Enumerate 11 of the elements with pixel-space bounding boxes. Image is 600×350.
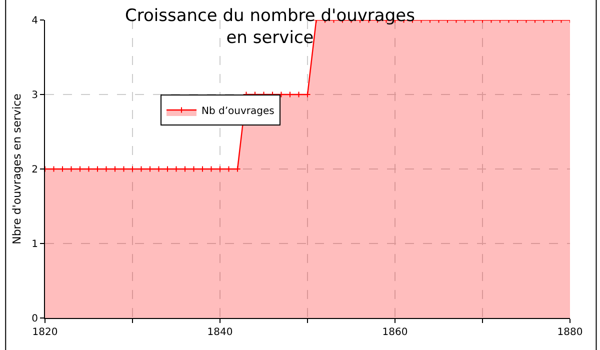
- y-tick-label: 1: [32, 239, 38, 250]
- y-tick-label: 3: [32, 90, 38, 101]
- x-tick-label: 1860: [382, 327, 408, 338]
- y-tick-label: 2: [32, 164, 38, 176]
- x-tick-label: 1880: [557, 327, 583, 338]
- y-tick-label: 4: [32, 16, 38, 26]
- x-tick-label: 1820: [32, 327, 58, 338]
- legend-label: Nb d’ouvrages: [202, 106, 274, 117]
- y-tick-label: 0: [32, 314, 38, 324]
- x-tick-label: 1840: [207, 327, 233, 338]
- y-axis-title: Nbre d'ouvrages en service: [10, 93, 24, 244]
